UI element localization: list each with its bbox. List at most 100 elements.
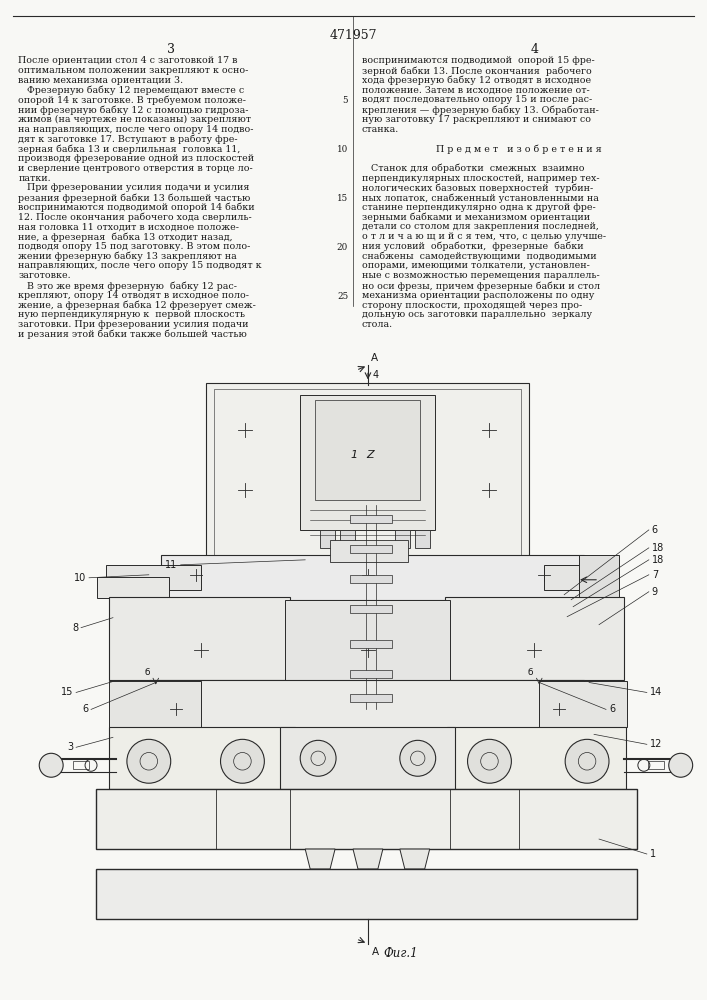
Text: 4: 4 — [530, 43, 538, 56]
Text: 9: 9 — [652, 587, 658, 597]
Text: опорой 14 к заготовке. В требуемом положе-: опорой 14 к заготовке. В требуемом полож… — [18, 95, 246, 105]
Text: 1: 1 — [650, 849, 656, 859]
Text: дольную ось заготовки параллельно  зеркалу: дольную ось заготовки параллельно зеркал… — [362, 310, 592, 319]
Text: положение. Затем в исходное положение от-: положение. Затем в исходное положение от… — [362, 86, 590, 95]
Circle shape — [467, 739, 511, 783]
Text: но оси фрезы, причем фрезерные бабки и стол: но оси фрезы, причем фрезерные бабки и с… — [362, 281, 600, 291]
Text: 20: 20 — [337, 243, 348, 252]
Text: о т л и ч а ю щ и й с я тем, что, с целью улучше-: о т л и ч а ю щ и й с я тем, что, с цель… — [362, 232, 606, 241]
Bar — [285, 600, 450, 680]
Bar — [148, 680, 584, 729]
Bar — [320, 530, 335, 548]
Bar — [445, 597, 624, 680]
Text: В это же время фрезерную  бабку 12 рас-: В это же время фрезерную бабку 12 рас- — [18, 281, 238, 291]
Text: ванию механизма ориентации 3.: ванию механизма ориентации 3. — [18, 76, 183, 85]
Text: 1: 1 — [351, 450, 358, 460]
Text: 15: 15 — [337, 194, 348, 203]
Bar — [579, 555, 619, 600]
Text: 6: 6 — [652, 525, 658, 535]
Text: 7: 7 — [652, 570, 658, 580]
Text: Фиг.1: Фиг.1 — [383, 947, 418, 960]
Text: дят к заготовке 17. Вступают в работу фре-: дят к заготовке 17. Вступают в работу фр… — [18, 134, 238, 144]
Circle shape — [300, 740, 336, 776]
Text: 4: 4 — [373, 370, 379, 380]
Bar — [350, 605, 392, 613]
Text: жении фрезерную бабку 13 закрепляют на: жении фрезерную бабку 13 закрепляют на — [18, 252, 237, 261]
Text: заготовки. При фрезеровании усилия подачи: заготовки. При фрезеровании усилия подач… — [18, 320, 249, 329]
Text: При фрезеровании усилия подачи и усилия: При фрезеровании усилия подачи и усилия — [18, 183, 250, 192]
Text: нии фрезерную бабку 12 с помощью гидрозa-: нии фрезерную бабку 12 с помощью гидрозa… — [18, 105, 249, 115]
Text: сторону плоскости, проходящей через про-: сторону плоскости, проходящей через про- — [362, 301, 583, 310]
Text: 6: 6 — [82, 704, 88, 714]
Bar — [109, 727, 296, 789]
Text: жение, а фрезерная бабка 12 фрезерует смеж-: жение, а фрезерная бабка 12 фрезерует см… — [18, 301, 256, 310]
Text: 11: 11 — [165, 560, 177, 570]
Text: ния условий  обработки,  фрезерные  бабки: ния условий обработки, фрезерные бабки — [362, 242, 583, 251]
Bar — [109, 681, 201, 727]
Bar — [350, 640, 392, 648]
Bar — [280, 727, 455, 789]
Circle shape — [40, 753, 63, 777]
Text: 10: 10 — [337, 145, 348, 154]
Circle shape — [400, 740, 436, 776]
Text: 3: 3 — [167, 43, 175, 56]
Text: механизма ориентации расположены по одну: механизма ориентации расположены по одну — [362, 291, 595, 300]
Text: 25: 25 — [337, 292, 348, 301]
Text: 3: 3 — [67, 742, 73, 752]
Bar — [330, 540, 408, 562]
Bar — [415, 530, 430, 548]
Text: ная головка 11 отходит в исходное положе-: ная головка 11 отходит в исходное положе… — [18, 222, 240, 231]
Circle shape — [127, 739, 170, 783]
Text: 6: 6 — [609, 704, 615, 714]
Circle shape — [669, 753, 693, 777]
Text: жимов (на чертеже не показаны) закрепляют: жимов (на чертеже не показаны) закрепляю… — [18, 115, 251, 124]
Bar — [96, 789, 637, 849]
Bar — [160, 555, 584, 600]
Text: зерной бабки 13. После окончания  рабочего: зерной бабки 13. После окончания рабочег… — [362, 66, 592, 76]
Text: б: б — [144, 668, 150, 677]
Bar — [97, 577, 169, 598]
Text: крепления — фрезерную бабку 13. Обработан-: крепления — фрезерную бабку 13. Обработа… — [362, 105, 599, 115]
Text: A: A — [371, 353, 378, 363]
Circle shape — [565, 739, 609, 783]
Bar — [300, 395, 435, 530]
Text: направляющих, после чего опору 15 подводят к: направляющих, после чего опору 15 подвод… — [18, 261, 262, 270]
Polygon shape — [400, 849, 430, 869]
Text: стола.: стола. — [362, 320, 393, 329]
Bar — [648, 761, 664, 769]
Text: После ориентации стол 4 с заготовкой 17 в: После ориентации стол 4 с заготовкой 17 … — [18, 56, 238, 65]
Text: 10: 10 — [74, 573, 86, 583]
Text: патки.: патки. — [18, 174, 51, 183]
Bar — [350, 694, 392, 702]
Text: подводя опору 15 под заготовку. В этом поло-: подводя опору 15 под заготовку. В этом п… — [18, 242, 251, 251]
Bar — [350, 545, 392, 553]
Text: 15: 15 — [61, 687, 73, 697]
Text: Станок для обработки  смежных  взаимно: Станок для обработки смежных взаимно — [362, 164, 585, 173]
Text: воспринимаются подводимой опорой 14 бабки: воспринимаются подводимой опорой 14 бабк… — [18, 203, 255, 212]
Bar — [109, 597, 291, 680]
Text: нологических базовых поверхностей  турбин-: нологических базовых поверхностей турбин… — [362, 183, 593, 193]
Text: 12: 12 — [650, 739, 662, 749]
Text: зерными бабками и механизмом ориентации: зерными бабками и механизмом ориентации — [362, 213, 590, 222]
Text: детали со столом для закрепления последней,: детали со столом для закрепления последн… — [362, 222, 599, 231]
Bar — [340, 530, 355, 548]
Text: водят последовательно опору 15 и после рас-: водят последовательно опору 15 и после р… — [362, 95, 592, 104]
Text: станка.: станка. — [362, 125, 399, 134]
Text: Фрезерную бабку 12 перемещают вместе с: Фрезерную бабку 12 перемещают вместе с — [18, 86, 245, 95]
Text: опорами, имеющими толкатели, установлен-: опорами, имеющими толкатели, установлен- — [362, 261, 590, 270]
Bar — [539, 681, 627, 727]
Text: б: б — [528, 668, 533, 677]
Bar — [447, 727, 626, 789]
Text: перпендикулярных плоскостей, например тех-: перпендикулярных плоскостей, например те… — [362, 174, 600, 183]
Text: 5: 5 — [342, 96, 348, 105]
Bar — [106, 565, 201, 590]
Text: ную заготовку 17 раскрепляют и снимают со: ную заготовку 17 раскрепляют и снимают с… — [362, 115, 591, 124]
Bar — [350, 670, 392, 678]
Bar — [73, 761, 89, 769]
Text: оптимальном положении закрепляют к осно-: оптимальном положении закрепляют к осно- — [18, 66, 249, 75]
Text: П р е д м е т   и з о б р е т е н и я: П р е д м е т и з о б р е т е н и я — [436, 144, 602, 154]
Text: на направляющих, после чего опору 14 подво-: на направляющих, после чего опору 14 под… — [18, 125, 254, 134]
Text: заготовке.: заготовке. — [18, 271, 71, 280]
Bar — [96, 869, 637, 919]
Text: снабжены  самодействующими  подводимыми: снабжены самодействующими подводимыми — [362, 252, 597, 261]
